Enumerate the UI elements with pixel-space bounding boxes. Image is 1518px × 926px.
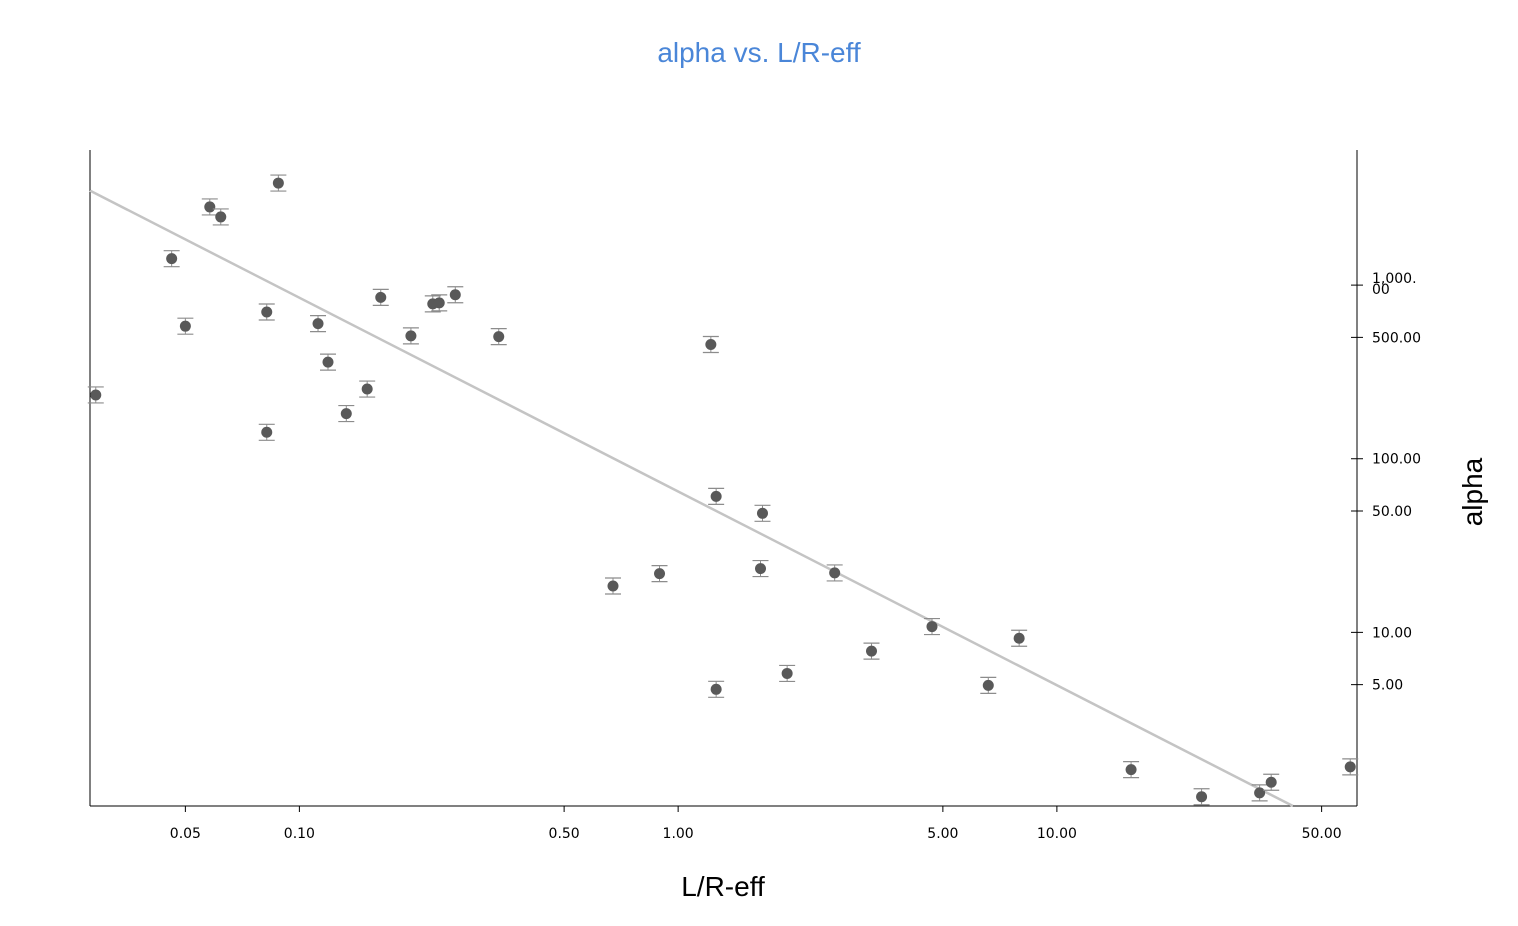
- data-point: [1123, 761, 1140, 779]
- data-point-marker: [405, 330, 417, 342]
- data-point: [923, 617, 940, 636]
- data-point: [752, 559, 769, 578]
- x-tick-label: 0.50: [549, 826, 580, 842]
- y-tick-label: 00: [1372, 282, 1390, 298]
- data-point: [402, 327, 419, 345]
- data-point-marker: [829, 567, 841, 579]
- y-axis-title: alpha: [1457, 457, 1488, 526]
- data-point-marker: [433, 297, 445, 309]
- data-point-marker: [375, 291, 387, 303]
- data-point-marker: [982, 679, 994, 691]
- y-tick-label: 100.00: [1372, 452, 1421, 468]
- data-point-marker: [204, 201, 216, 213]
- y-tick-label: 50.00: [1372, 504, 1412, 520]
- data-point: [258, 303, 275, 321]
- data-point-marker: [710, 683, 722, 695]
- data-point-marker: [866, 645, 878, 657]
- x-axis-title: L/R-eff: [681, 871, 765, 902]
- x-tick-label: 0.05: [170, 826, 201, 842]
- data-point-marker: [166, 253, 178, 265]
- data-point: [708, 680, 725, 698]
- data-point-marker: [755, 563, 767, 575]
- data-point-marker: [756, 507, 768, 519]
- data-point-marker: [1254, 787, 1266, 799]
- data-point: [163, 250, 180, 268]
- data-point: [310, 315, 327, 333]
- data-point: [1193, 788, 1210, 806]
- data-point: [1342, 758, 1359, 776]
- data-point-marker: [926, 621, 938, 633]
- data-point: [980, 676, 997, 694]
- x-tick-label: 0.10: [284, 826, 315, 842]
- x-tick-label: 50.00: [1302, 826, 1342, 842]
- data-point-marker: [710, 490, 722, 502]
- data-point: [431, 294, 448, 312]
- data-point: [490, 328, 507, 346]
- data-point-marker: [361, 383, 373, 395]
- x-tick-label: 5.00: [927, 826, 958, 842]
- data-point-marker: [1196, 791, 1208, 803]
- data-point-marker: [261, 426, 273, 438]
- data-point: [212, 208, 229, 226]
- data-point-marker: [312, 318, 324, 330]
- data-point: [708, 487, 725, 505]
- data-point: [359, 380, 376, 398]
- data-point: [779, 664, 796, 683]
- data-point: [320, 353, 337, 371]
- chart-title: alpha vs. L/R-eff: [657, 37, 861, 68]
- data-point-marker: [215, 211, 227, 223]
- y-tick-label: 5.00: [1372, 678, 1403, 694]
- data-point-marker: [607, 580, 619, 592]
- x-tick-label: 1.00: [663, 826, 694, 842]
- data-point-marker: [1125, 764, 1137, 776]
- data-point-marker: [90, 389, 102, 401]
- x-tick-label: 10.00: [1037, 826, 1077, 842]
- data-point-marker: [493, 331, 505, 343]
- data-point: [1263, 773, 1280, 791]
- data-point-marker: [705, 338, 717, 350]
- data-points-layer: [87, 174, 1359, 806]
- data-point-marker: [1265, 776, 1277, 788]
- y-tick-label: 500.00: [1372, 330, 1421, 346]
- data-point: [604, 577, 621, 595]
- data-point: [258, 423, 275, 441]
- data-point-marker: [1013, 632, 1025, 644]
- data-point: [754, 504, 771, 522]
- y-tick-label: 1,000.: [1372, 271, 1417, 287]
- data-point: [651, 565, 668, 583]
- data-point-marker: [340, 408, 352, 420]
- y-tick-label: 10.00: [1372, 625, 1412, 641]
- data-point-marker: [179, 320, 191, 332]
- data-point-marker: [449, 289, 461, 301]
- data-point: [338, 404, 355, 423]
- data-point: [1011, 629, 1028, 647]
- data-point: [447, 286, 464, 304]
- data-point-marker: [654, 568, 666, 580]
- x-axis-ticks: 0.05 0.10 0.50 1.00 5.00 10.00 50.00: [170, 806, 1342, 842]
- regression-fit-line: [89, 189, 1294, 808]
- data-point-marker: [272, 177, 284, 189]
- y-axis-ticks: 5.00 10.00 50.00 100.00 500.00 1,000.00: [1351, 271, 1421, 694]
- data-point-marker: [781, 667, 793, 679]
- data-point: [702, 335, 719, 354]
- data-point: [1251, 784, 1268, 802]
- data-point: [863, 642, 880, 660]
- data-point: [201, 198, 218, 216]
- data-point: [87, 386, 104, 404]
- data-point-marker: [261, 306, 273, 318]
- data-point: [270, 174, 287, 192]
- fit-line-layer: [89, 189, 1294, 808]
- data-point: [826, 564, 843, 582]
- data-point-marker: [322, 356, 334, 368]
- data-point: [177, 317, 194, 335]
- data-point-marker: [1344, 761, 1356, 773]
- data-point: [372, 288, 389, 306]
